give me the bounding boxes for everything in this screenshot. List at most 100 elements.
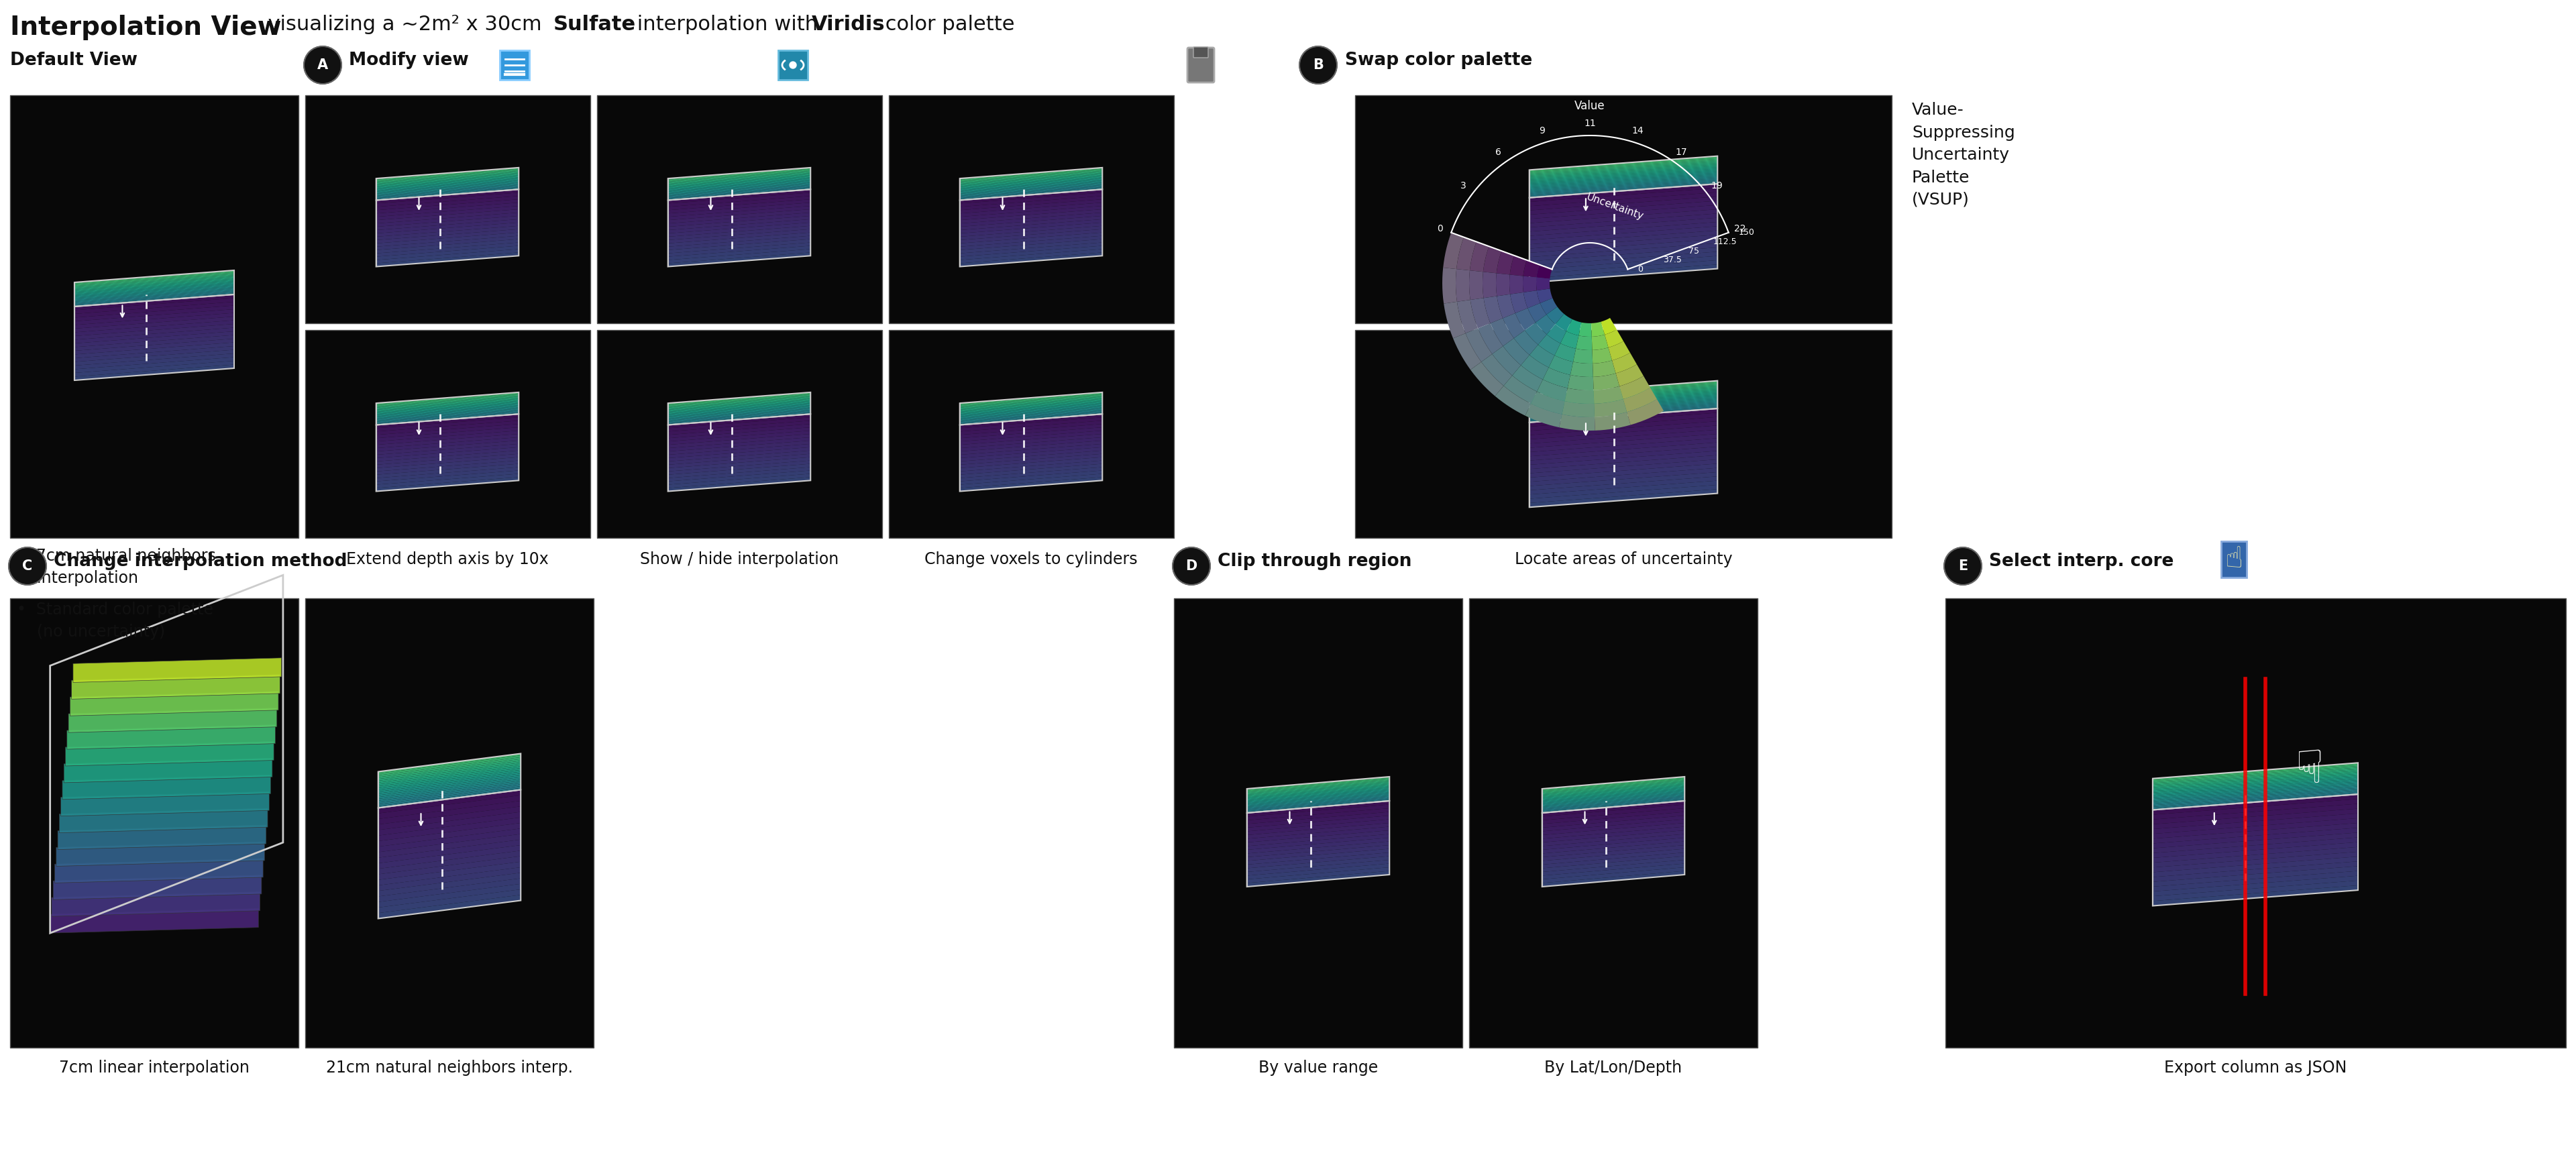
Polygon shape (961, 400, 1103, 412)
Polygon shape (75, 357, 234, 373)
Polygon shape (62, 775, 270, 799)
Polygon shape (961, 393, 1103, 404)
Polygon shape (376, 431, 518, 445)
Text: visualizing a ~2m² x 30cm: visualizing a ~2m² x 30cm (255, 15, 549, 35)
Polygon shape (2154, 875, 2357, 896)
Polygon shape (667, 427, 811, 441)
Polygon shape (667, 464, 811, 478)
Polygon shape (1530, 167, 1718, 182)
Polygon shape (1247, 837, 1388, 854)
Polygon shape (961, 177, 1103, 188)
Polygon shape (1535, 264, 1553, 278)
Polygon shape (961, 405, 1103, 417)
Polygon shape (376, 401, 518, 413)
Text: 150: 150 (1739, 229, 1754, 237)
Polygon shape (376, 172, 518, 184)
Polygon shape (1247, 871, 1388, 887)
Polygon shape (64, 758, 273, 783)
Polygon shape (379, 884, 520, 908)
Polygon shape (376, 407, 518, 418)
Text: Viridis: Viridis (811, 15, 886, 35)
Polygon shape (667, 170, 811, 181)
Polygon shape (961, 169, 1103, 180)
Polygon shape (1455, 237, 1476, 270)
Polygon shape (1530, 234, 1718, 253)
Polygon shape (1247, 787, 1388, 799)
Circle shape (791, 61, 796, 68)
Polygon shape (1530, 389, 1718, 404)
Polygon shape (961, 464, 1103, 478)
Polygon shape (379, 778, 520, 799)
Polygon shape (376, 182, 518, 195)
Text: 9: 9 (1538, 126, 1546, 135)
Polygon shape (1615, 364, 1643, 386)
Polygon shape (667, 209, 811, 223)
Polygon shape (75, 289, 234, 301)
Text: 3: 3 (1461, 181, 1466, 191)
Polygon shape (376, 179, 518, 191)
Polygon shape (1543, 793, 1685, 807)
Polygon shape (1543, 864, 1685, 879)
Polygon shape (1247, 834, 1388, 850)
Polygon shape (379, 796, 520, 819)
Polygon shape (1530, 402, 1718, 417)
Polygon shape (667, 249, 811, 263)
Polygon shape (379, 770, 520, 790)
Polygon shape (1543, 800, 1685, 817)
Polygon shape (1543, 805, 1685, 820)
Polygon shape (75, 331, 234, 348)
Polygon shape (376, 213, 518, 226)
Polygon shape (1530, 260, 1718, 278)
Polygon shape (961, 410, 1103, 422)
Polygon shape (667, 450, 811, 464)
Polygon shape (1247, 784, 1388, 797)
Polygon shape (1247, 788, 1388, 800)
Polygon shape (961, 249, 1103, 263)
Polygon shape (667, 417, 811, 432)
Text: Modify view: Modify view (348, 52, 469, 69)
Polygon shape (1466, 328, 1492, 362)
Polygon shape (379, 840, 520, 863)
Polygon shape (1530, 430, 1718, 448)
Polygon shape (667, 179, 811, 191)
Text: •  Standard color palette
    (no uncertainty): • Standard color palette (no uncertainty… (18, 602, 214, 640)
Polygon shape (1530, 214, 1718, 232)
Polygon shape (62, 791, 270, 817)
Polygon shape (1543, 784, 1685, 797)
Polygon shape (75, 275, 234, 289)
Polygon shape (75, 360, 234, 377)
Polygon shape (1247, 864, 1388, 879)
Polygon shape (1530, 177, 1718, 192)
Polygon shape (1628, 400, 1664, 425)
Polygon shape (961, 440, 1103, 455)
Polygon shape (1530, 390, 1718, 405)
Polygon shape (961, 412, 1103, 424)
Polygon shape (2154, 775, 2357, 792)
Polygon shape (667, 412, 811, 424)
Polygon shape (376, 405, 518, 417)
Polygon shape (1543, 871, 1685, 887)
Polygon shape (961, 239, 1103, 253)
Polygon shape (961, 176, 1103, 187)
Polygon shape (961, 243, 1103, 256)
Polygon shape (75, 277, 234, 291)
Polygon shape (1592, 348, 1613, 364)
Polygon shape (72, 675, 281, 699)
Polygon shape (1443, 301, 1466, 338)
Text: Export column as JSON: Export column as JSON (2164, 1060, 2347, 1075)
Polygon shape (376, 440, 518, 455)
Polygon shape (1543, 859, 1685, 875)
Polygon shape (1569, 375, 1595, 390)
Polygon shape (1530, 382, 1718, 397)
Polygon shape (376, 202, 518, 217)
Polygon shape (667, 402, 811, 413)
Polygon shape (667, 396, 811, 409)
Polygon shape (1543, 856, 1685, 872)
Polygon shape (1530, 162, 1718, 177)
Polygon shape (1247, 789, 1388, 802)
Polygon shape (1543, 797, 1685, 811)
Polygon shape (376, 397, 518, 410)
Text: Interpolation View: Interpolation View (10, 15, 281, 40)
Polygon shape (75, 280, 234, 293)
Polygon shape (376, 229, 518, 244)
